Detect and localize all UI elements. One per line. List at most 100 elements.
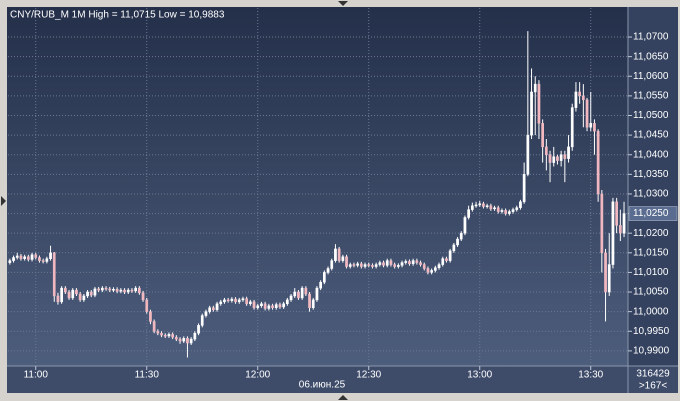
y-tick-label: 11,0400 xyxy=(633,149,669,160)
candle-body xyxy=(556,156,559,161)
candle-body xyxy=(234,298,237,303)
candle-body xyxy=(393,264,397,267)
y-tick-label: 10,9950 xyxy=(633,326,670,337)
candle-body xyxy=(200,315,204,326)
candle-body xyxy=(559,154,563,161)
candle-body xyxy=(507,211,511,214)
x-tick-label: 13:30 xyxy=(578,370,603,381)
candle-body xyxy=(522,174,526,203)
candle-body xyxy=(485,205,489,207)
candle-body xyxy=(511,209,515,212)
candle-body xyxy=(49,252,52,259)
candle-body xyxy=(193,332,197,340)
candle-body xyxy=(578,91,582,97)
time-axis xyxy=(7,366,678,393)
y-tick-label: 11,0550 xyxy=(633,91,669,102)
candle-body xyxy=(149,311,152,322)
candle-body xyxy=(382,262,385,266)
candle-body xyxy=(186,338,189,344)
candle-body xyxy=(515,207,519,210)
candle-body xyxy=(356,263,360,266)
candle-body xyxy=(82,295,86,301)
candle-body xyxy=(119,289,123,292)
candle-body xyxy=(581,95,585,101)
candle-body xyxy=(104,287,108,290)
scroll-arrow[interactable] xyxy=(338,1,348,6)
candle-body xyxy=(145,299,149,312)
candle-body xyxy=(374,264,378,267)
scroll-arrow[interactable] xyxy=(338,395,348,400)
candle-body xyxy=(548,154,552,163)
candle-body xyxy=(574,91,578,108)
candle-body xyxy=(363,264,367,267)
candle-body xyxy=(230,298,234,301)
candle-body xyxy=(23,256,27,259)
candle-body xyxy=(89,291,93,296)
candle-body xyxy=(63,287,67,293)
candle-body xyxy=(563,154,567,159)
y-tick-label: 11,0300 xyxy=(633,189,669,200)
candle-body xyxy=(489,205,493,210)
candle-body xyxy=(60,287,64,303)
candle-body xyxy=(308,293,311,308)
candle-body xyxy=(408,261,411,265)
candle-body xyxy=(45,258,49,262)
candle-body xyxy=(593,123,596,132)
candle-body xyxy=(211,307,215,310)
candle-body xyxy=(337,248,341,261)
candle-body xyxy=(311,299,315,308)
candle-body xyxy=(126,289,130,293)
x-tick-label: 12:00 xyxy=(245,370,270,381)
candle-body xyxy=(204,311,208,316)
candle-body xyxy=(108,288,112,291)
candle-body xyxy=(297,291,300,299)
candle-body xyxy=(607,264,611,293)
candle-body xyxy=(8,260,12,263)
candle-body xyxy=(19,255,23,259)
candle-body xyxy=(378,262,382,265)
candle-body xyxy=(419,262,422,265)
y-tick-label: 11,0200 xyxy=(633,228,669,239)
candle-body xyxy=(334,248,337,261)
candle-body xyxy=(493,207,496,210)
candle-body xyxy=(470,205,474,210)
candle-body xyxy=(115,289,119,292)
last-price-label: 11,0250 xyxy=(633,208,669,219)
chart-title: CNY/RUB_M 1M High = 11,0715 Low = 10,988… xyxy=(10,10,225,21)
counter-label: 316429 xyxy=(636,369,670,380)
candle-body xyxy=(26,256,30,260)
candle-body xyxy=(208,307,212,312)
x-tick-label: 13:00 xyxy=(467,370,492,381)
candle-body xyxy=(38,257,41,261)
candle-body xyxy=(541,123,545,148)
candle-body xyxy=(41,260,45,262)
candle-body xyxy=(604,252,607,293)
y-tick-label: 11,0000 xyxy=(633,306,669,317)
candle-body xyxy=(478,203,482,206)
candle-body xyxy=(463,217,467,234)
candle-body xyxy=(415,260,419,263)
y-tick-label: 11,0100 xyxy=(633,267,669,278)
candle-body xyxy=(263,303,267,309)
scroll-arrow[interactable] xyxy=(1,196,6,206)
candle-body xyxy=(404,261,408,263)
candle-body xyxy=(137,287,141,294)
candle-body xyxy=(34,254,38,258)
candle-body xyxy=(345,256,348,267)
y-tick-label: 11,0600 xyxy=(633,71,669,82)
candle-body xyxy=(315,287,319,301)
candle-body xyxy=(97,288,101,291)
candle-body xyxy=(282,303,286,308)
candle-body xyxy=(86,291,89,297)
candle-body xyxy=(371,265,374,267)
candle-body xyxy=(100,287,104,291)
candle-body xyxy=(319,281,323,289)
candle-body xyxy=(141,292,145,301)
candle-body xyxy=(245,298,249,305)
candle-body xyxy=(596,130,600,195)
candle-body xyxy=(474,204,478,207)
y-tick-label: 11,0650 xyxy=(633,51,669,62)
candle-body xyxy=(544,146,548,155)
candle-body xyxy=(30,254,34,260)
